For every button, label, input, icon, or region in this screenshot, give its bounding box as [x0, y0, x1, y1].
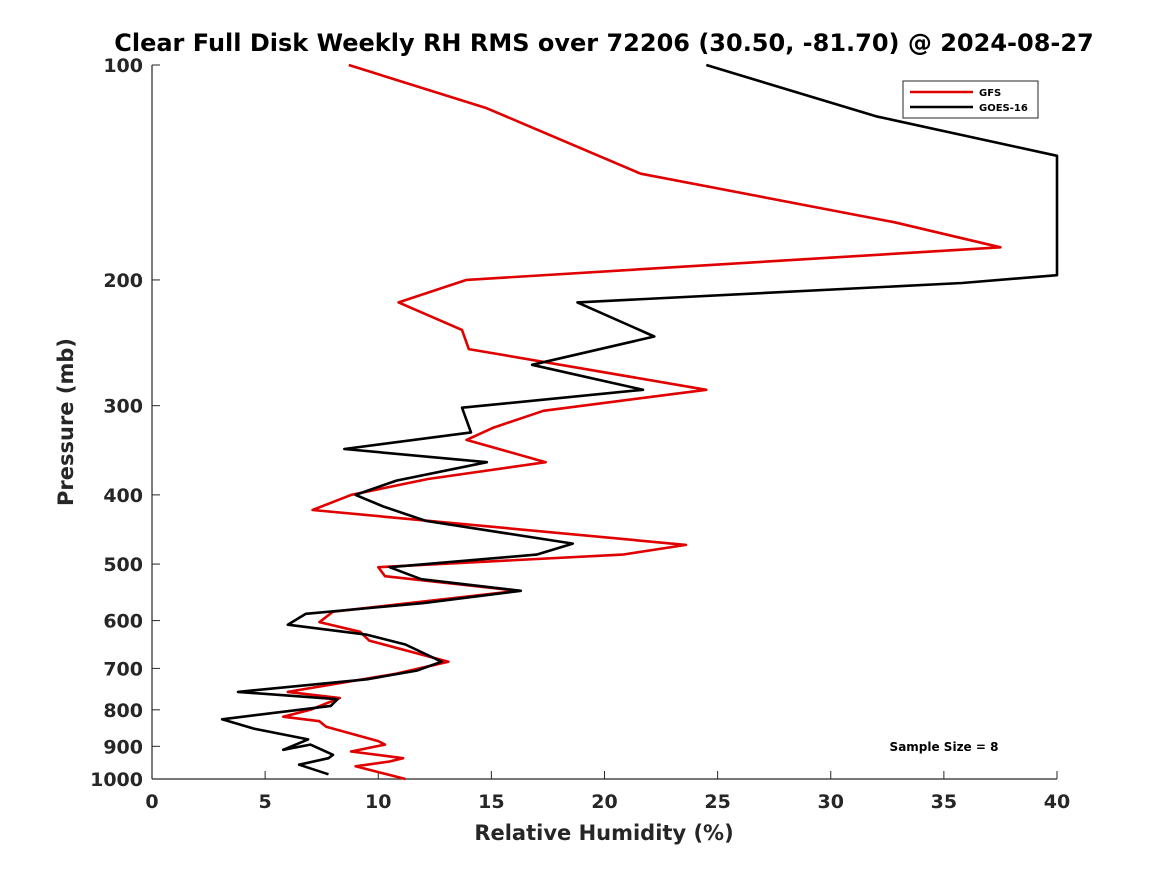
- x-axis-label: Relative Humidity (%): [474, 821, 733, 845]
- sample-size-annotation: Sample Size = 8: [890, 740, 999, 754]
- legend-box: [902, 80, 1039, 119]
- x-tick-label: 35: [931, 791, 957, 813]
- x-tick-label: 5: [259, 791, 272, 813]
- chart-title: Clear Full Disk Weekly RH RMS over 72206…: [114, 29, 1094, 57]
- plot-area: [151, 65, 1057, 780]
- legend-label-goes16: GOES-16: [979, 103, 1028, 114]
- x-ticks: 0 5 10 15 20 25 30 35 40: [145, 771, 1070, 813]
- series-layer: [220, 63, 1059, 781]
- x-tick-label: 20: [591, 791, 617, 813]
- y-tick-label: 300: [103, 396, 143, 418]
- y-axis-label: Pressure (mb): [54, 338, 78, 506]
- legend: GFS GOES-16: [902, 80, 1039, 119]
- y-tick-label: 800: [103, 700, 143, 722]
- y-tick-label: 200: [103, 270, 143, 292]
- x-tick-label: 15: [478, 791, 504, 813]
- x-tick-label: 0: [145, 791, 158, 813]
- x-tick-label: 40: [1044, 791, 1070, 813]
- y-tick-label: 100: [103, 55, 143, 77]
- x-tick-label: 25: [704, 791, 730, 813]
- series-line-gfs: [281, 63, 1002, 781]
- series-line-goes16: [220, 63, 1059, 776]
- x-tick-label: 10: [365, 791, 391, 813]
- legend-label-gfs: GFS: [979, 88, 1001, 99]
- y-tick-label: 700: [103, 658, 143, 680]
- y-tick-label: 900: [103, 736, 143, 758]
- x-tick-label: 30: [818, 791, 844, 813]
- y-ticks: 100 200 300 400 500 600 700 800 900 1000: [90, 55, 160, 791]
- y-tick-label: 1000: [90, 769, 143, 791]
- y-tick-label: 600: [103, 611, 143, 633]
- y-tick-label: 400: [103, 485, 143, 507]
- y-tick-label: 500: [103, 554, 143, 576]
